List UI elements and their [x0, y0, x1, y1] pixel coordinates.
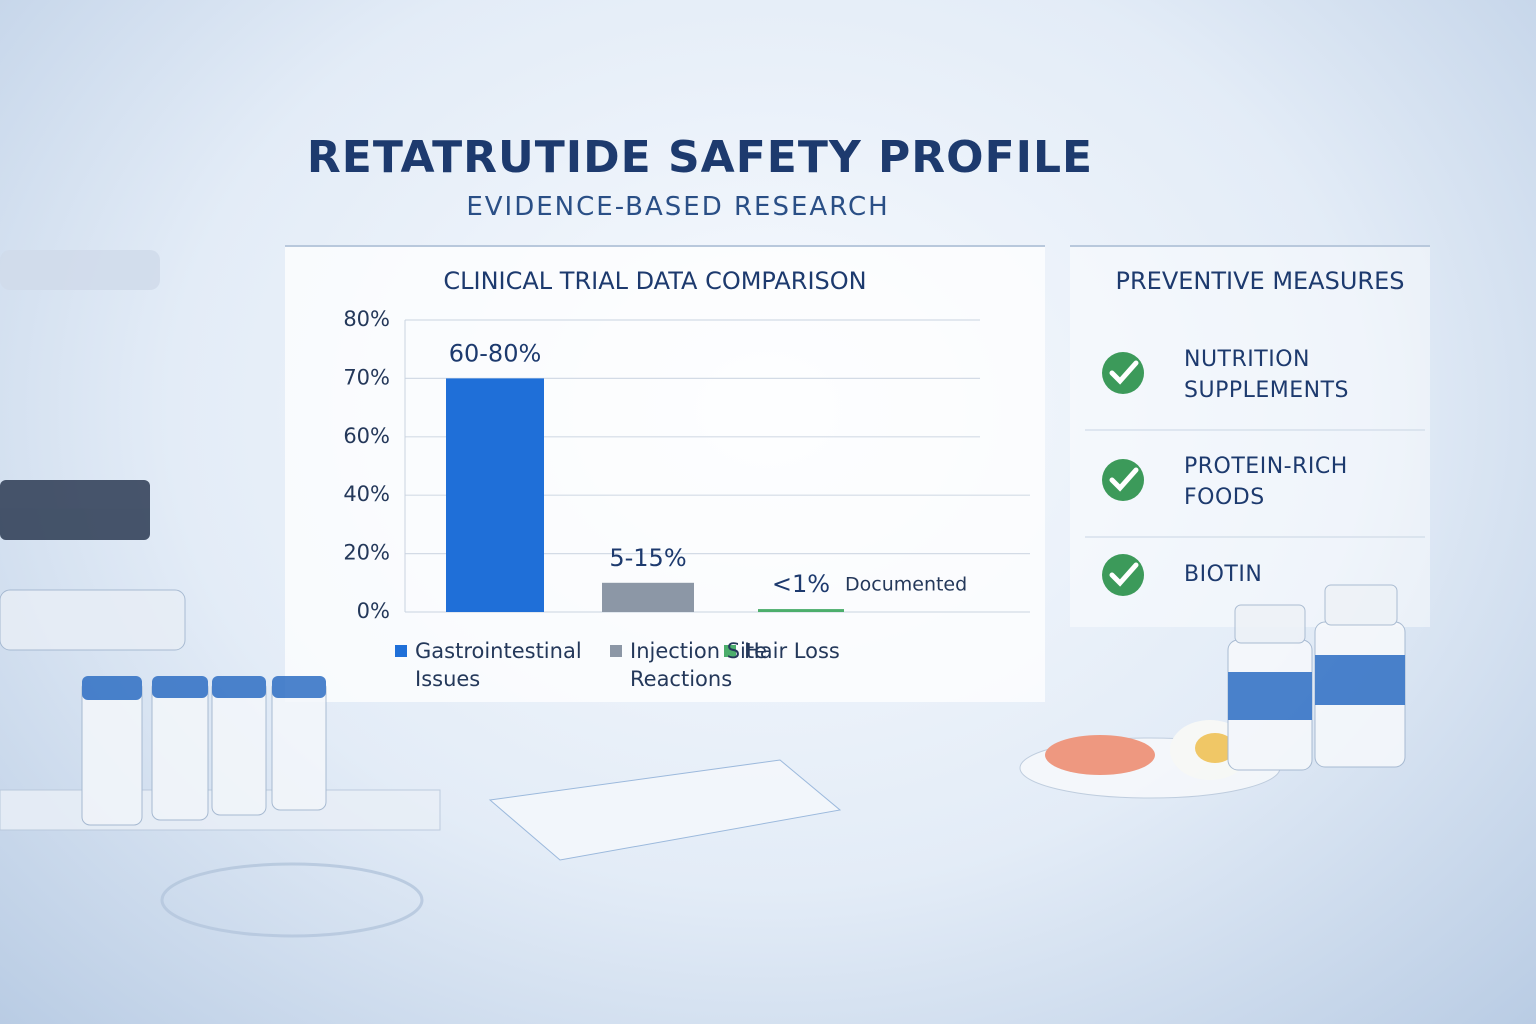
check-icon — [1102, 554, 1144, 596]
annotation: Documented — [845, 574, 967, 596]
value-label: 60-80% — [449, 339, 542, 367]
legend-swatch — [610, 645, 622, 657]
page-title: RETATRUTIDE SAFETY PROFILE — [306, 132, 1094, 183]
legend-swatch — [395, 645, 407, 657]
y-tick-label: 20% — [343, 541, 390, 565]
measures-title: PREVENTIVE MEASURES — [1115, 267, 1405, 295]
legend-label: Hair Loss — [744, 639, 840, 663]
y-tick-label: 0% — [357, 599, 390, 623]
chart-title: CLINICAL TRIAL DATA COMPARISON — [443, 267, 867, 295]
measure-item: BIOTIN — [1184, 562, 1263, 587]
legend-swatch — [724, 645, 736, 657]
bar — [602, 582, 694, 612]
measure-item: NUTRITION SUPPLEMENTS — [1184, 347, 1349, 403]
check-mark — [1109, 360, 1139, 385]
value-label: <1% — [772, 570, 830, 598]
y-tick-label: 60% — [343, 424, 390, 448]
check-icon — [1102, 352, 1144, 394]
y-tick-label: 70% — [343, 365, 390, 389]
bar — [758, 609, 844, 612]
check-mark — [1109, 562, 1139, 587]
value-label: 5-15% — [609, 544, 686, 572]
chart-panel — [285, 245, 1045, 702]
check-mark — [1109, 467, 1139, 492]
y-tick-label: 40% — [343, 482, 390, 506]
legend-label: Gastrointestinal Issues — [415, 639, 582, 691]
measure-item: PROTEIN-RICH FOODS — [1184, 454, 1348, 510]
bar — [446, 378, 544, 612]
decor — [0, 250, 1406, 938]
legend-label: Injection Site Reactions — [630, 639, 768, 691]
y-tick-label: 80% — [343, 307, 390, 331]
page-subtitle: EVIDENCE-BASED RESEARCH — [466, 192, 890, 222]
check-icon — [1102, 459, 1144, 501]
